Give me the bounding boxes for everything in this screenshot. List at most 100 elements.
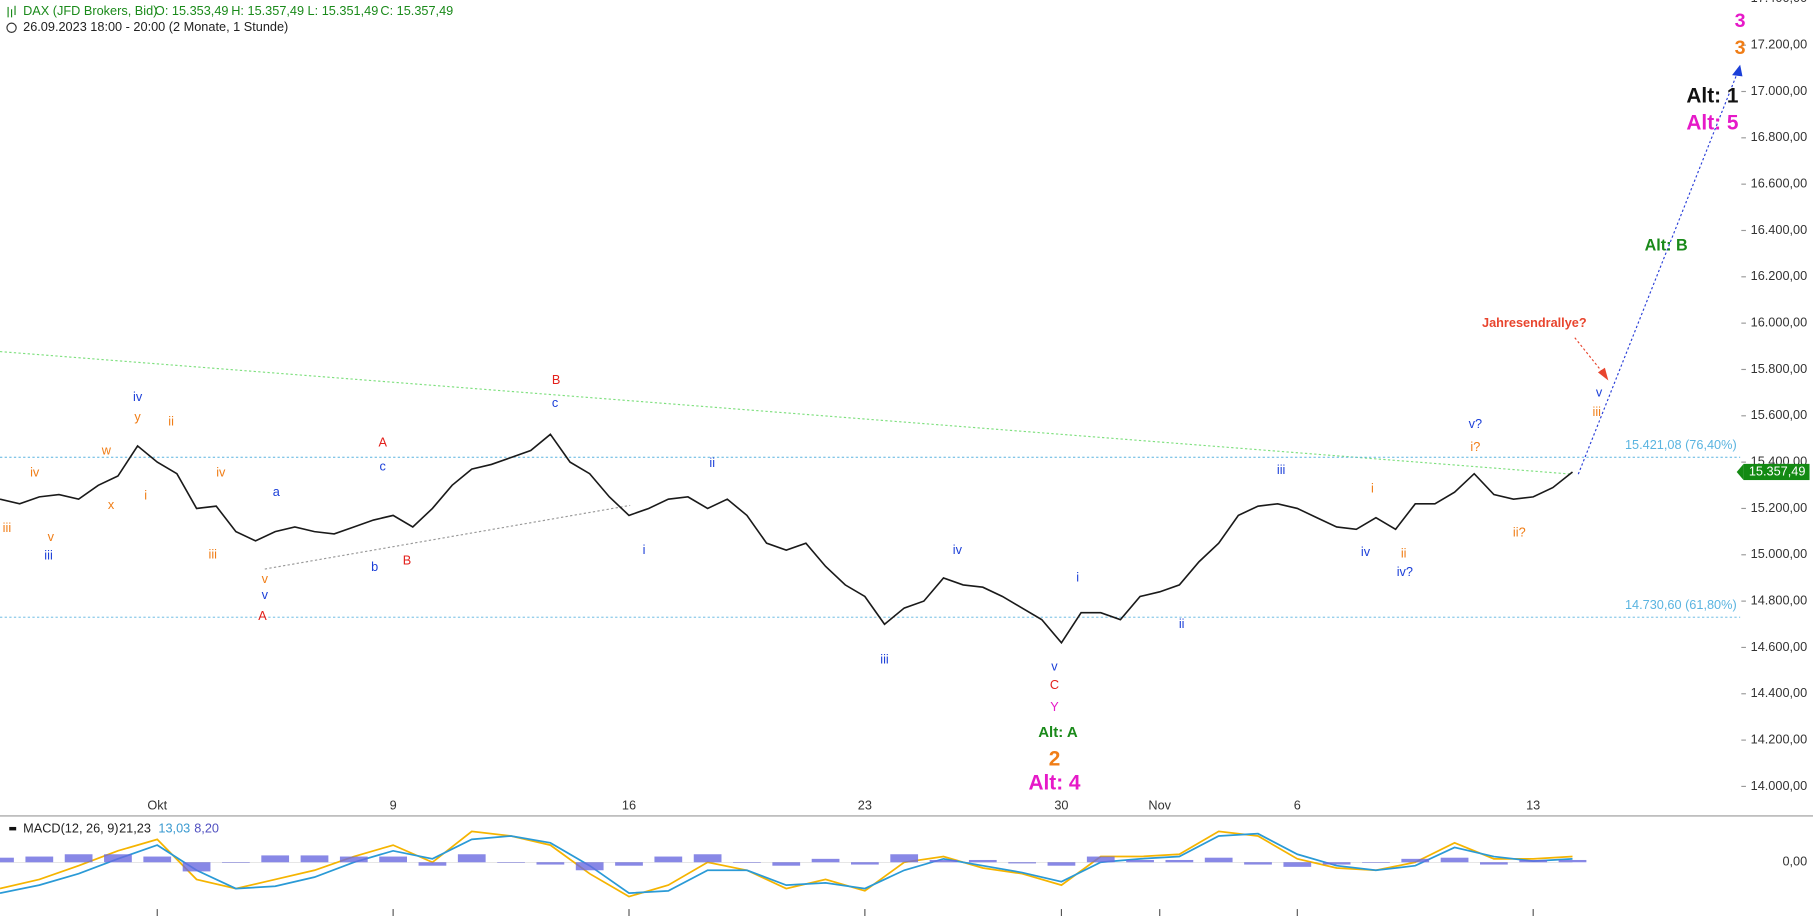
- macd-histogram-bar: [1362, 862, 1390, 863]
- macd-histogram-bar: [1126, 859, 1154, 863]
- macd-value: 8,20: [194, 821, 219, 836]
- x-tick-label: Okt: [147, 797, 167, 812]
- wave-label: b: [371, 559, 378, 574]
- wave-label: y: [134, 409, 141, 424]
- x-tick-label: 6: [1294, 797, 1301, 812]
- y-tick-label: 17.200,00: [1751, 37, 1808, 52]
- trend-line: [0, 351, 1573, 475]
- y-tick-label: 0,00: [1782, 854, 1807, 869]
- price-line: [0, 433, 1574, 645]
- instrument-title: DAX (JFD Brokers, Bid): [23, 3, 157, 18]
- macd-histogram-bar: [261, 855, 290, 863]
- wave-label: A: [378, 434, 387, 449]
- wave-label: 3: [1735, 10, 1746, 32]
- macd-histogram-bar: [968, 859, 997, 863]
- macd-histogram-bar: [497, 862, 525, 863]
- wave-label: Alt: A: [1038, 724, 1078, 741]
- macd-histogram-bar: [811, 858, 840, 863]
- ohlc-close: C: 15.357,49: [380, 3, 453, 18]
- rally-arrow: [1574, 337, 1604, 373]
- y-tick-label: 17.400,00: [1751, 0, 1808, 5]
- wave-label: i?: [1470, 439, 1480, 454]
- macd-histogram-bar: [1558, 859, 1587, 863]
- macd-histogram-bar: [300, 855, 329, 863]
- y-tick-label: 17.000,00: [1751, 83, 1808, 98]
- wave-label: c: [380, 459, 387, 474]
- wave-label: v?: [1469, 416, 1482, 431]
- macd-histogram-bar: [536, 862, 565, 865]
- price-tag-pointer: [1736, 463, 1744, 481]
- wave-label: C: [1050, 677, 1059, 692]
- wave-label: iii: [209, 547, 217, 562]
- macd-histogram-bar: [615, 862, 643, 866]
- wave-label: iii: [44, 548, 52, 563]
- trend-line: [264, 504, 631, 570]
- wave-label: i: [1076, 570, 1079, 585]
- wave-label: iv: [30, 464, 40, 479]
- y-tick-label: 15.600,00: [1751, 407, 1808, 422]
- ohlc-open: O: 15.353,49: [155, 3, 229, 18]
- macd-histogram-bar: [64, 854, 93, 863]
- macd-histogram-bar: [1519, 859, 1548, 863]
- wave-label: iv?: [1397, 564, 1413, 579]
- wave-label: v: [48, 529, 55, 544]
- macd-histogram-bar: [851, 862, 879, 865]
- x-tick-label: 13: [1526, 797, 1540, 812]
- arrow-head: [1732, 64, 1743, 77]
- macd-histogram-bar: [1086, 856, 1115, 863]
- y-tick-label: 15.800,00: [1751, 361, 1808, 376]
- wave-label: Jahresendrallye?: [1482, 315, 1587, 330]
- y-tick-label: 15.200,00: [1751, 500, 1808, 515]
- clock-icon: [6, 22, 17, 33]
- wave-label: iv: [133, 389, 143, 404]
- macd-histogram-bar: [575, 862, 604, 871]
- wave-label: B: [403, 552, 411, 567]
- wave-label: iii: [3, 520, 11, 535]
- wave-label: Y: [1050, 699, 1059, 714]
- wave-label: v: [262, 587, 269, 602]
- macd-line: [0, 832, 1573, 895]
- wave-label: ii: [709, 455, 715, 470]
- arrow-head: [1597, 367, 1609, 381]
- wave-label: 2: [1049, 747, 1061, 770]
- macd-histogram-bar: [1440, 857, 1469, 863]
- price-tag-label: 15.357,49: [1749, 463, 1806, 478]
- y-tick-label: 16.200,00: [1751, 268, 1808, 283]
- macd-histogram-bar: [379, 856, 407, 863]
- macd-histogram-bar: [693, 854, 722, 863]
- macd-histogram-bar: [339, 856, 368, 863]
- y-tick-label: 16.800,00: [1751, 129, 1808, 144]
- macd-histogram-bar: [418, 862, 447, 866]
- wave-label: B: [552, 372, 560, 387]
- ohlc-low: L: 15.351,49: [308, 3, 379, 18]
- macd-line: [0, 830, 1573, 898]
- macd-histogram-bar: [1401, 858, 1430, 863]
- wave-label: a: [273, 484, 281, 499]
- wave-label: c: [552, 395, 559, 410]
- macd-histogram-bar: [143, 856, 172, 863]
- macd-histogram-bar: [104, 854, 132, 863]
- ohlc-high: H: 15.357,49: [231, 3, 304, 18]
- wave-label: i: [643, 542, 646, 557]
- wave-label: Alt: 5: [1686, 111, 1738, 134]
- macd-value: 21,23: [119, 821, 151, 836]
- wave-label: A: [258, 608, 267, 623]
- y-tick-label: 14.200,00: [1751, 731, 1808, 746]
- y-tick-label: 14.600,00: [1751, 639, 1808, 654]
- macd-histogram-bar: [1283, 862, 1312, 867]
- x-tick-label: 23: [858, 797, 872, 812]
- macd-histogram-bar: [182, 862, 211, 872]
- price-tag: [1743, 463, 1810, 481]
- wave-label: v: [262, 571, 269, 586]
- x-tick-label: Nov: [1148, 797, 1171, 812]
- macd-histogram-bar: [1480, 862, 1508, 865]
- macd-histogram-bar: [733, 862, 761, 863]
- y-tick-label: 14.800,00: [1751, 592, 1808, 607]
- wave-label: Alt: 4: [1029, 772, 1081, 795]
- wave-label: iii: [880, 652, 888, 667]
- macd-histogram-bar: [1008, 862, 1036, 864]
- wave-label: i: [1371, 481, 1374, 496]
- y-tick-label: 16.400,00: [1751, 222, 1808, 237]
- wave-label: x: [108, 497, 115, 512]
